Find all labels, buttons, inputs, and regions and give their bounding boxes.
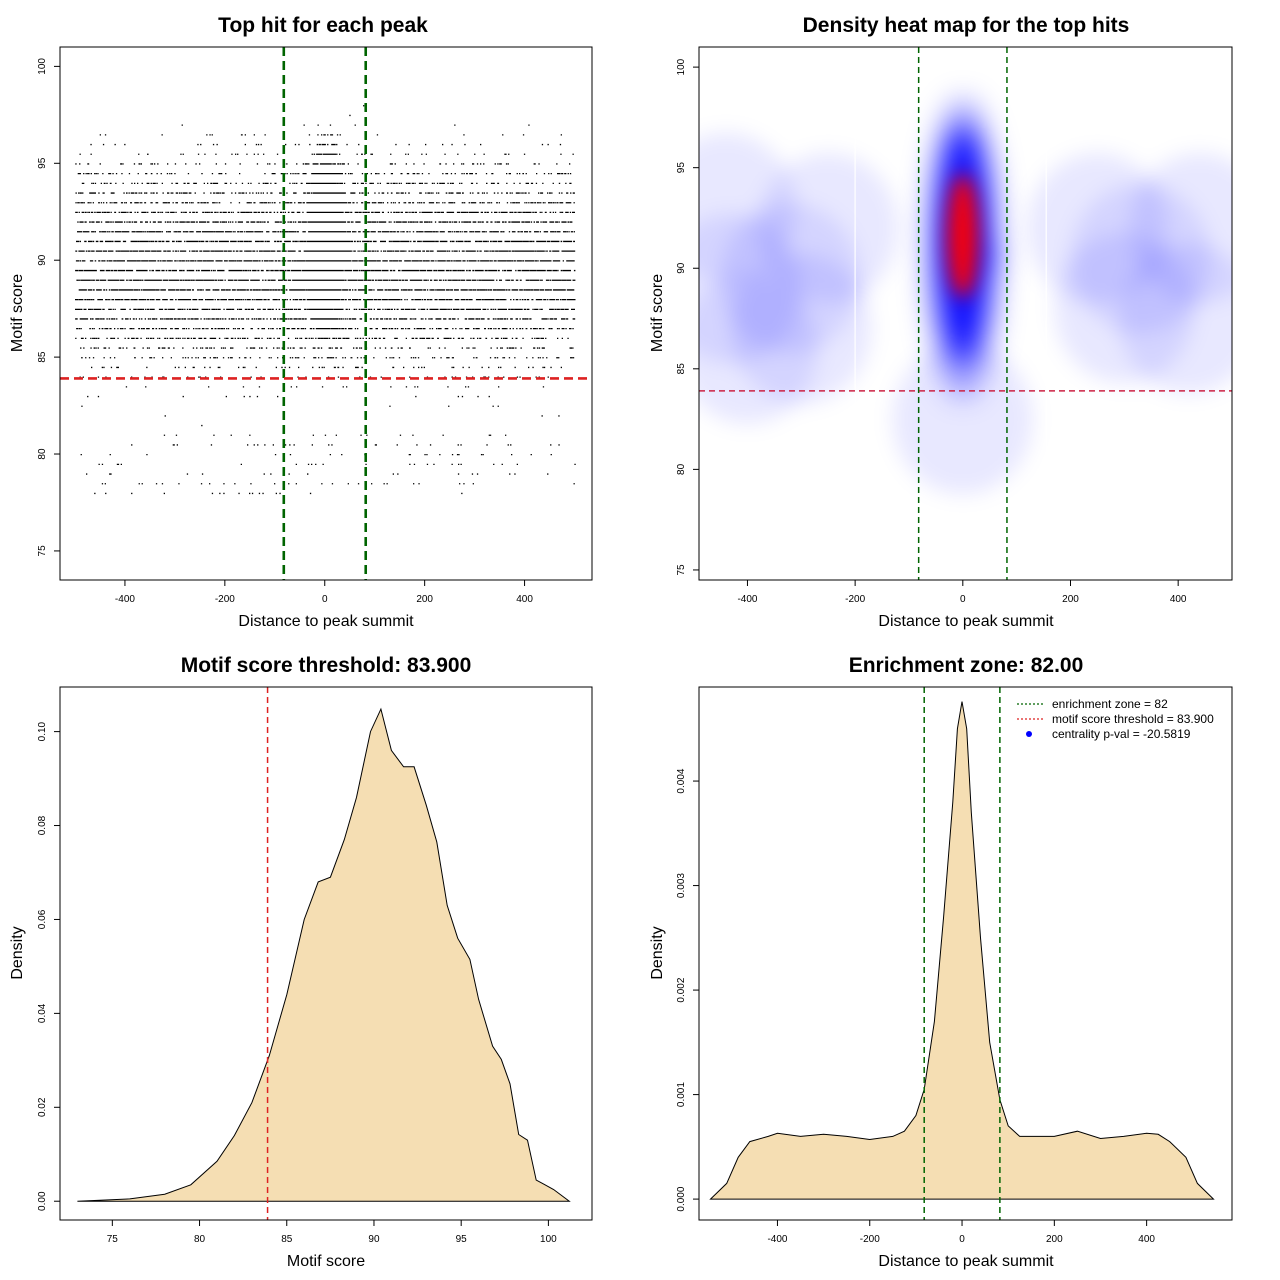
x-tick-label: 200 xyxy=(1046,1234,1063,1245)
distance-density-title: Enrichment zone: 82.00 xyxy=(849,654,1084,677)
scatter-y-axis: 75 80 85 90 95 100 xyxy=(37,58,60,557)
x-tick-label: -200 xyxy=(845,594,865,605)
legend-label-score-threshold: motif score threshold = 83.900 xyxy=(1052,712,1214,726)
heatmap-title: Density heat map for the top hits xyxy=(803,14,1130,37)
x-tick-label: 200 xyxy=(1062,594,1079,605)
y-tick-label: 0.001 xyxy=(676,1082,687,1107)
y-tick-label: 85 xyxy=(37,351,48,363)
y-tick-label: 0.003 xyxy=(676,873,687,898)
y-tick-label: 0.000 xyxy=(676,1186,687,1211)
legend: enrichment zone = 82 motif score thresho… xyxy=(1017,697,1214,741)
heatmap-reference-lines xyxy=(699,47,1232,580)
y-tick-label: 95 xyxy=(37,157,48,169)
y-tick-label: 85 xyxy=(676,363,687,375)
y-tick-label: 0.06 xyxy=(37,909,48,929)
y-tick-label: 0.02 xyxy=(37,1097,48,1117)
x-tick-label: -200 xyxy=(860,1234,880,1245)
heatmap-cell xyxy=(892,344,1033,495)
x-tick-label: -400 xyxy=(767,1234,787,1245)
heatmap-background-density xyxy=(699,132,1232,495)
y-tick-label: 100 xyxy=(37,58,48,75)
scatter-title: Top hit for each peak xyxy=(218,14,428,37)
distance-density-x-axis: -400 -200 0 200 400 xyxy=(767,1220,1155,1245)
distance-density-frame xyxy=(698,686,1233,1221)
x-tick-label: -200 xyxy=(215,594,235,605)
heatmap-y-label: Motif score xyxy=(649,274,666,352)
scatter-points xyxy=(75,105,576,495)
x-tick-label: 400 xyxy=(1138,1234,1155,1245)
score-density-frame xyxy=(59,686,593,1221)
x-tick-label: 400 xyxy=(1170,594,1187,605)
y-tick-label: 90 xyxy=(676,262,687,274)
x-tick-label: 400 xyxy=(516,594,533,605)
score-density-panel: Motif score threshold: 83.900 75 80 85 90 95… xyxy=(9,654,593,1270)
heatmap-cell xyxy=(946,174,979,299)
y-tick-label: 0.10 xyxy=(37,721,48,741)
y-tick-label: 100 xyxy=(676,58,687,75)
scatter-panel: Top hit for each peak -400 -200 0 200 400 75… xyxy=(9,14,593,630)
heatmap-peak-density xyxy=(946,174,979,299)
x-tick-label: 75 xyxy=(107,1234,119,1245)
y-tick-label: 0.004 xyxy=(676,768,687,793)
score-density-y-axis: 0.00 0.02 0.04 0.06 0.08 0.10 xyxy=(37,721,60,1211)
y-tick-label: 0.08 xyxy=(37,815,48,835)
y-tick-label: 0.002 xyxy=(676,977,687,1002)
enrichment-zone-lines xyxy=(923,687,1001,1220)
x-tick-label: -400 xyxy=(737,594,757,605)
x-tick-label: 0 xyxy=(959,1234,965,1245)
score-density-x-label: Motif score xyxy=(287,1253,365,1270)
x-tick-label: 90 xyxy=(368,1234,380,1245)
heatmap-x-axis: -400 -200 0 200 400 xyxy=(737,580,1187,605)
y-tick-label: 0.00 xyxy=(37,1191,48,1211)
heatmap-cell xyxy=(1027,153,1168,304)
heatmap-plot-frame xyxy=(698,46,1233,581)
distance-density-curve xyxy=(709,701,1215,1200)
score-density-curve xyxy=(77,707,571,1202)
scatter-plot-frame xyxy=(59,46,593,581)
distance-density-y-axis: 0.000 0.001 0.002 0.003 0.004 xyxy=(676,768,699,1212)
y-tick-label: 90 xyxy=(37,254,48,266)
x-tick-label: 0 xyxy=(960,594,966,605)
x-tick-label: 85 xyxy=(281,1234,293,1245)
score-density-y-label: Density xyxy=(9,926,26,979)
x-tick-label: -400 xyxy=(115,594,135,605)
x-tick-label: 200 xyxy=(416,594,433,605)
scatter-reference-lines xyxy=(60,47,592,580)
legend-swatch-centrality xyxy=(1026,731,1032,737)
scatter-y-label: Motif score xyxy=(9,274,26,352)
y-tick-label: 80 xyxy=(676,463,687,475)
scatter-point-cloud xyxy=(75,105,576,495)
x-tick-label: 95 xyxy=(456,1234,468,1245)
x-tick-label: 80 xyxy=(194,1234,206,1245)
heatmap-surface xyxy=(699,47,1232,580)
distance-density-x-label: Distance to peak summit xyxy=(878,1253,1054,1270)
scatter-x-label: Distance to peak summit xyxy=(238,613,414,630)
heatmap-x-label: Distance to peak summit xyxy=(878,613,1054,630)
legend-label-enrichment-zone: enrichment zone = 82 xyxy=(1052,697,1168,711)
heatmap-panel: Density heat map for the top hits -400 -2… xyxy=(649,14,1233,630)
scatter-x-axis: -400 -200 0 200 400 xyxy=(115,580,533,605)
x-tick-label: 100 xyxy=(540,1234,557,1245)
y-tick-label: 80 xyxy=(37,448,48,460)
legend-label-centrality: centrality p-val = -20.5819 xyxy=(1052,727,1191,741)
score-density-title: Motif score threshold: 83.900 xyxy=(181,654,472,677)
score-density-x-axis: 75 80 85 90 95 100 xyxy=(107,1220,557,1245)
distance-density-y-label: Density xyxy=(649,926,666,979)
y-tick-label: 75 xyxy=(37,545,48,557)
y-tick-label: 0.04 xyxy=(37,1003,48,1023)
heatmap-y-axis: 75 80 85 90 95 100 xyxy=(676,58,699,576)
heatmap-density-cells xyxy=(699,87,1232,495)
distance-density-panel: Enrichment zone: 82.00 -400 -200 0 200 400 0… xyxy=(649,654,1233,1270)
y-tick-label: 95 xyxy=(676,162,687,174)
y-tick-label: 75 xyxy=(676,564,687,576)
heatmap-cell xyxy=(699,132,796,283)
x-tick-label: 0 xyxy=(322,594,328,605)
